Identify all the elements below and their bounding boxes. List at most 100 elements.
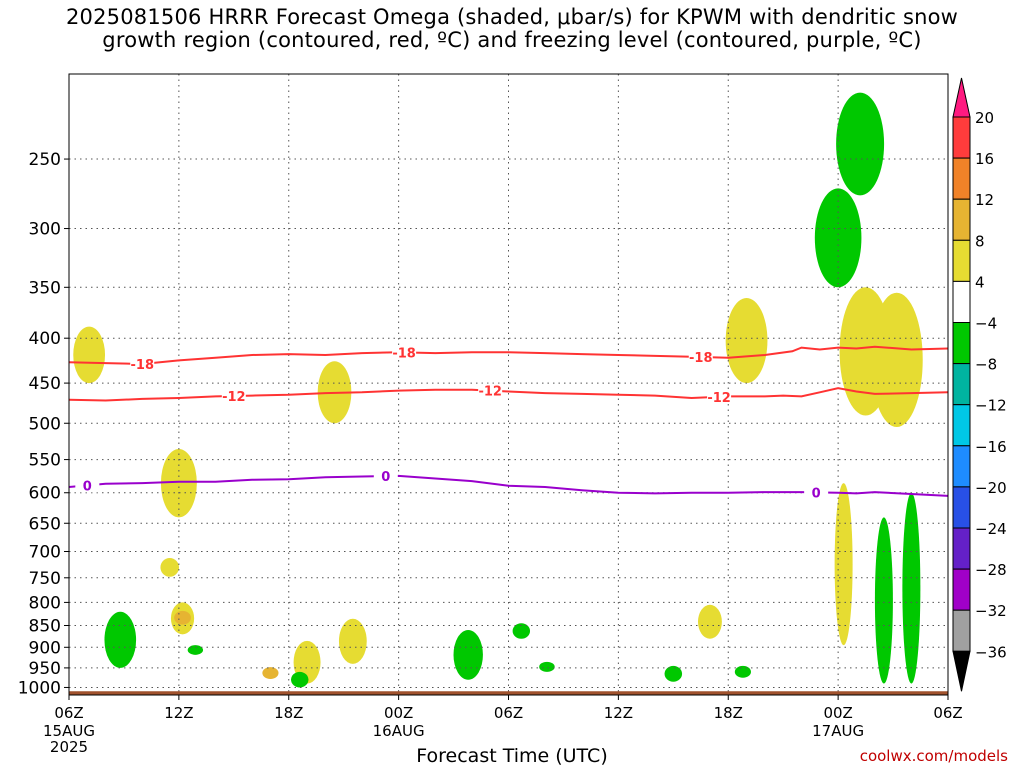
y-tick-label: 650	[29, 514, 61, 534]
colorbar-label: −12	[975, 397, 1007, 415]
omega-region	[160, 449, 197, 518]
omega-region	[902, 492, 921, 684]
contour-label-bg	[221, 389, 246, 404]
x-date-label: 2025	[50, 738, 88, 756]
y-tick-label: 950	[29, 659, 61, 679]
temperature-contours: -18 -18 -18 -12 -12 -12 0 0 0	[69, 345, 948, 501]
omega-region	[291, 671, 309, 688]
omega-region	[697, 604, 722, 639]
colorbar: 20 16 12 8 4 −4 −8 −12 −16 −20 −24 −28 −32 −36	[952, 77, 1007, 692]
chart-title: 2025081506 HRRR Forecast Omega (shaded, …	[65, 5, 959, 52]
omega-region	[814, 188, 862, 288]
y-tick-label: 600	[29, 484, 61, 504]
colorbar-segment	[952, 322, 971, 365]
omega-region	[187, 645, 204, 655]
colorbar-label: 4	[975, 273, 985, 291]
x-tick-label: 18Z	[274, 704, 303, 722]
colorbar-segment	[952, 527, 971, 570]
contour-line	[69, 474, 948, 497]
colorbar-label: −8	[975, 356, 997, 374]
x-date-label: 15AUG	[43, 722, 95, 740]
omega-region	[160, 557, 180, 577]
x-tick-label: 06Z	[54, 704, 83, 722]
colorbar-segment	[952, 116, 971, 159]
colorbar-segment	[952, 157, 971, 200]
colorbar-top-triangle	[952, 77, 971, 118]
omega-region	[870, 292, 923, 428]
colorbar-label: −4	[975, 315, 997, 333]
omega-region	[73, 326, 106, 384]
contour-label: -18	[689, 351, 713, 366]
contour-label: 0	[83, 479, 92, 494]
omega-region	[453, 629, 483, 680]
contour-label-bg	[130, 356, 155, 371]
colorbar-label: 16	[975, 150, 994, 168]
colorbar-label: −20	[975, 479, 1007, 497]
x-date-label: 17AUG	[812, 722, 864, 740]
x-tick-label: 12Z	[604, 704, 633, 722]
x-tick-label: 06Z	[933, 704, 962, 722]
colorbar-label: 20	[975, 109, 994, 127]
credit-text: coolwx.com/models	[859, 747, 1008, 765]
omega-region	[836, 92, 885, 196]
contour-label-bg	[688, 350, 713, 365]
colorbar-label: 12	[975, 191, 994, 209]
y-axis: 2503003504004505005506006507007508008509…	[18, 150, 69, 698]
x-axis: 06Z 12Z 18Z 00Z 06Z 12Z 18Z 00Z 06Z15AUG202516AU…	[43, 695, 963, 756]
omega-region	[734, 665, 751, 678]
colorbar-segment	[952, 445, 971, 488]
contour-label: -18	[392, 346, 416, 361]
colorbar-segment	[952, 363, 971, 406]
omega-region	[664, 665, 683, 682]
y-tick-label: 400	[29, 329, 61, 349]
y-tick-label: 850	[29, 617, 61, 637]
contour-label: -12	[707, 391, 731, 406]
contour-label-bg	[478, 383, 503, 398]
x-axis-label: Forecast Time (UTC)	[416, 745, 608, 767]
colorbar-label: 8	[975, 232, 985, 250]
contour-label: 0	[812, 486, 821, 501]
y-tick-label: 750	[29, 569, 61, 589]
colorbar-label: −24	[975, 520, 1007, 538]
colorbar-label: −36	[975, 643, 1007, 661]
y-tick-label: 450	[29, 374, 61, 394]
y-tick-label: 800	[29, 593, 61, 613]
y-tick-label: 1000	[18, 678, 61, 698]
contour-label: 0	[381, 470, 390, 485]
contour-label-bg	[75, 478, 100, 493]
x-tick-label: 18Z	[714, 704, 743, 722]
contour-label-bg	[373, 469, 398, 484]
omega-region	[512, 623, 531, 639]
y-tick-label: 900	[29, 638, 61, 658]
colorbar-bottom-triangle	[952, 650, 971, 692]
y-tick-label: 500	[29, 414, 61, 434]
contour-label: -12	[222, 390, 246, 405]
x-tick-label: 12Z	[164, 704, 193, 722]
omega-region	[174, 610, 191, 625]
y-tick-label: 700	[29, 543, 61, 563]
omega-region	[539, 661, 555, 672]
colorbar-segment	[952, 198, 971, 241]
contour-line	[69, 345, 948, 366]
colorbar-segment	[952, 568, 971, 611]
x-date-label: 16AUG	[373, 722, 425, 740]
colorbar-segment	[952, 609, 971, 652]
colorbar-segment	[952, 486, 971, 529]
omega-region	[874, 517, 893, 684]
y-tick-label: 550	[29, 451, 61, 471]
colorbar-label: −16	[975, 438, 1007, 456]
y-tick-label: 250	[29, 150, 61, 170]
omega-region	[834, 483, 853, 646]
colorbar-label: −28	[975, 561, 1007, 579]
contour-label-bg	[804, 485, 829, 500]
colorbar-segment	[952, 404, 971, 447]
y-tick-label: 350	[29, 278, 61, 298]
contour-label-bg	[392, 345, 417, 360]
terrain-bar	[69, 691, 948, 695]
x-tick-label: 06Z	[494, 704, 523, 722]
colorbar-segment	[952, 280, 971, 323]
contour-label: -18	[131, 358, 155, 373]
y-tick-label: 300	[29, 220, 61, 240]
x-tick-label: 00Z	[384, 704, 413, 722]
